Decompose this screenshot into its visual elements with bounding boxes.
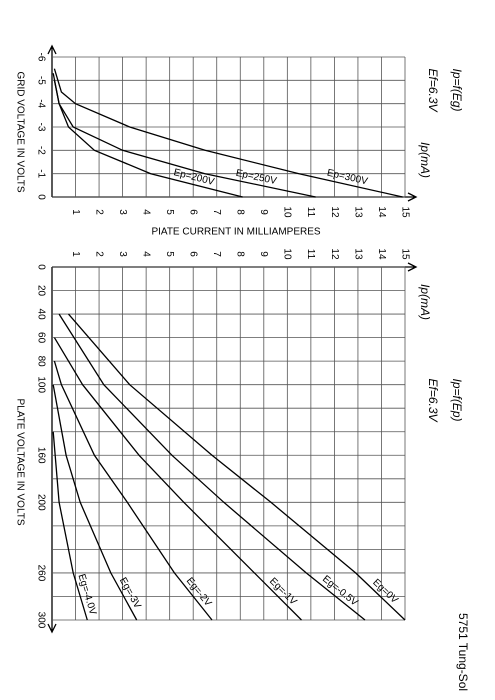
x-tick-label: 14 <box>376 248 387 260</box>
x-tick-label: 5 <box>164 209 175 215</box>
x-tick-label: 12 <box>329 206 340 218</box>
y-axis-label: GRID VOLTAGE IN VOLTS <box>14 71 25 192</box>
x-tick-label: 15 <box>399 248 410 260</box>
chart-subtitle: Ef=6.3V <box>426 378 440 422</box>
y-tick-label: 80 <box>35 356 46 368</box>
y-tick-label: 260 <box>35 565 46 582</box>
y-tick-label: 0 <box>35 194 46 200</box>
x-tick-label: 10 <box>282 206 293 218</box>
x-tick-label: 1 <box>70 209 81 215</box>
x-tick-label: 6 <box>188 251 199 257</box>
axes <box>47 262 418 634</box>
y-tick-label: -1 <box>35 169 46 178</box>
x-tick-label: 11 <box>305 207 316 218</box>
y-tick-label: 200 <box>35 494 46 511</box>
y-tick-label: -3 <box>35 123 46 132</box>
chart-title: Ip=f(Ep) <box>450 378 464 421</box>
y-tick-label: -6 <box>35 53 46 62</box>
curve <box>58 313 366 621</box>
y-tick-label: 60 <box>35 332 46 344</box>
x-tick-label: 3 <box>117 209 128 215</box>
x-tick-label: 8 <box>235 251 246 257</box>
curve <box>52 384 138 621</box>
curve <box>52 431 88 621</box>
x-tick-label: 13 <box>352 248 363 260</box>
x-tick-label: 9 <box>258 209 269 215</box>
x-tick-label: 10 <box>282 248 293 260</box>
y-tick-label: 20 <box>35 285 46 297</box>
y-axis-label: PLATE VOLTAGE IN VOLTS <box>14 398 25 525</box>
x-title: PIATE CURRENT IN MILLIAMPERES <box>151 227 320 238</box>
y-tick-label: -2 <box>35 146 46 155</box>
curve-label: Eg=-3V <box>117 576 143 611</box>
curve-label: Eg=-0.5V <box>320 574 360 609</box>
x-tick-label: 6 <box>188 209 199 215</box>
x-tick-label: 5 <box>164 251 175 257</box>
x-tick-label: 13 <box>352 206 363 218</box>
x-tick-label: 2 <box>93 209 104 215</box>
y-tick-label: -5 <box>35 76 46 85</box>
x-tick-label: 7 <box>211 251 222 257</box>
curve-label: Eg=-4.0V <box>76 573 99 617</box>
y-tick-label: 300 <box>35 612 46 629</box>
curve-label: Eg=-1V <box>267 576 299 608</box>
x-tick-label: 7 <box>211 209 222 215</box>
chart-title: Ip=f(Eg) <box>450 68 464 111</box>
y-tick-label: 100 <box>35 376 46 393</box>
chart-subtitle: Ef=6.3V <box>426 68 440 112</box>
y-tick-label: 160 <box>35 447 46 464</box>
curve <box>68 313 406 621</box>
x-tick-label: 4 <box>140 251 151 257</box>
x-tick-label: 9 <box>258 251 269 257</box>
x-tick-label: 11 <box>305 249 316 260</box>
curve <box>53 68 403 198</box>
x-tick-label: 8 <box>235 209 246 215</box>
y-tick-label: 0 <box>35 264 46 270</box>
y-tick-label: -4 <box>35 99 46 108</box>
x-tick-label: 4 <box>140 209 151 215</box>
x-axis-label: Ip(mA) <box>418 284 432 320</box>
x-tick-label: 12 <box>329 248 340 260</box>
x-tick-label: 1 <box>70 251 81 257</box>
curve <box>53 360 213 621</box>
x-tick-label: 15 <box>399 206 410 218</box>
curve <box>52 73 316 198</box>
x-tick-label: 2 <box>93 251 104 257</box>
y-tick-label: 40 <box>35 309 46 321</box>
x-tick-label: 3 <box>117 251 128 257</box>
curve <box>53 337 302 621</box>
footer: 5751 Tung-Sol <box>456 613 470 691</box>
x-axis-label: Ip(mA) <box>418 142 432 178</box>
x-tick-label: 14 <box>376 206 387 218</box>
